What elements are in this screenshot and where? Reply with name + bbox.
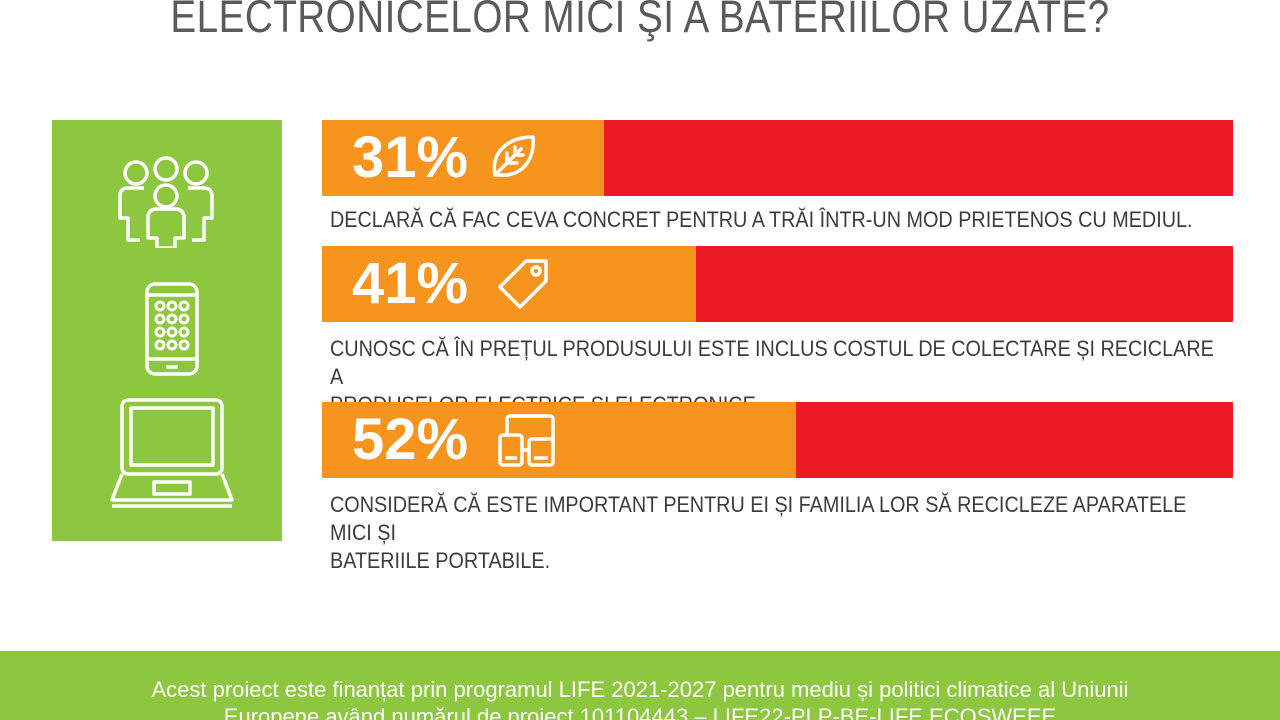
bar-2-description-line-1: CUNOSC CĂ ÎN PREȚUL PRODUSULUI ESTE INCL… [330, 336, 1214, 389]
bar-3-fill [322, 402, 796, 478]
bar-3-description-line-1: CONSIDERĂ CĂ ESTE IMPORTANT PENTRU EI ȘI… [330, 492, 1187, 545]
footer-line-2: Europene având numărul de proiect 101104… [223, 704, 1057, 720]
footer-banner: Acest proiect este finanțat prin program… [0, 651, 1280, 720]
phone-keypad-icon [145, 282, 199, 376]
people-group-icon [118, 156, 214, 248]
bar-3-description-line-2: BATERIILE PORTABILE. [330, 548, 551, 573]
bar-1-description: DECLARĂ CĂ FAC CEVA CONCRET PENTRU A TRĂ… [330, 207, 1193, 232]
bar-3: 52% [322, 402, 1233, 478]
bar-3-value-label: 52% [352, 407, 469, 472]
leaf-icon [492, 135, 535, 177]
bar-2-fill [322, 246, 696, 322]
bar-2: 41% [322, 246, 1233, 322]
laptop-icon [110, 398, 234, 508]
footer-line-1: Acest proiect este finanțat prin program… [151, 677, 1129, 702]
bar-3-description: CONSIDERĂ CĂ ESTE IMPORTANT PENTRU EI ȘI… [330, 491, 1230, 575]
bar-1-value-label: 31% [352, 125, 469, 190]
price-tag-icon [498, 259, 548, 309]
bar-1-fill [322, 120, 605, 196]
devices-icon [498, 414, 555, 467]
icon-panel [52, 120, 282, 541]
bar-1: 31% [322, 120, 1233, 196]
bar-2-value-label: 41% [352, 251, 469, 316]
page-title: ELECTRONICELOR MICI ŞI A BATERIILOR UZAT… [170, 0, 1110, 42]
